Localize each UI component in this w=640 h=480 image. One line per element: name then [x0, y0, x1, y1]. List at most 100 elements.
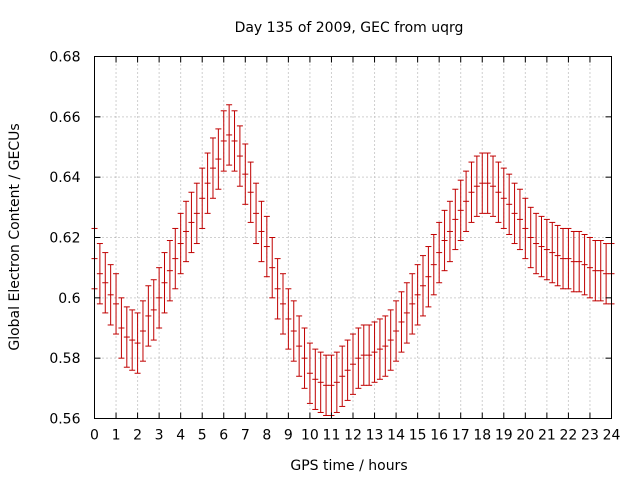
data-point	[420, 255, 427, 317]
x-tick-label: 19	[495, 428, 513, 444]
data-point	[129, 309, 136, 371]
data-point	[576, 230, 583, 293]
data-point	[560, 227, 567, 290]
y-axis: 0.56 0.58 0.6 0.62 0.64 0.66 0.68	[49, 50, 612, 428]
x-tick-label: 23	[581, 428, 599, 444]
x-tick-label: 12	[344, 428, 362, 444]
data-point	[490, 155, 497, 217]
data-point	[134, 312, 141, 374]
data-point	[366, 324, 373, 386]
y-tick-label: 0.6	[58, 291, 80, 307]
data-point	[506, 173, 513, 235]
x-tick-label: 16	[430, 428, 448, 444]
x-tick-label: 5	[198, 428, 207, 444]
data-point	[242, 143, 249, 205]
data-point	[581, 233, 588, 296]
data-point	[204, 152, 211, 214]
x-axis-label: GPS time / hours	[290, 458, 407, 474]
data-point	[263, 215, 270, 278]
data-point	[301, 327, 308, 389]
data-point	[279, 273, 286, 335]
data-point	[209, 137, 216, 199]
y-tick-label: 0.64	[49, 170, 80, 186]
data-point	[139, 300, 146, 362]
data-point	[123, 306, 130, 368]
data-point	[382, 315, 389, 377]
data-point	[118, 297, 125, 359]
x-tick-label: 2	[133, 428, 142, 444]
x-tick-label: 0	[90, 428, 99, 444]
y-tick-label: 0.66	[49, 110, 80, 126]
data-point	[247, 161, 254, 223]
data-point	[387, 309, 394, 371]
data-point	[96, 243, 103, 305]
data-point	[102, 252, 109, 314]
data-point	[393, 300, 400, 362]
x-tick-label: 21	[538, 428, 556, 444]
data-point	[441, 209, 448, 272]
data-point	[220, 110, 227, 172]
x-tick-label: 17	[452, 428, 470, 444]
data-point	[500, 167, 507, 229]
data-point	[236, 125, 243, 187]
x-tick-label: 13	[366, 428, 384, 444]
data-point	[516, 188, 523, 251]
data-point	[446, 200, 453, 263]
data-point	[258, 200, 265, 263]
data-point	[166, 240, 173, 302]
x-tick-label: 10	[301, 428, 319, 444]
x-tick-label: 18	[473, 428, 491, 444]
data-point	[473, 155, 480, 217]
data-point	[306, 342, 313, 404]
y-axis-label: Global Electron Content / GECUs	[7, 123, 23, 350]
data-point	[549, 221, 556, 284]
x-tick-label: 7	[241, 428, 250, 444]
data-point	[296, 315, 303, 377]
data-point	[253, 182, 260, 245]
data-point	[333, 351, 340, 413]
x-tick-label: 6	[219, 428, 228, 444]
data-point	[495, 161, 502, 223]
data-point	[425, 246, 432, 308]
x-tick-label: 22	[560, 428, 578, 444]
data-point	[463, 170, 470, 232]
data-point	[145, 285, 152, 347]
data-point	[317, 351, 324, 413]
data-point	[479, 152, 486, 214]
data-point	[371, 321, 378, 383]
data-point	[403, 282, 410, 344]
chart-title: Day 135 of 2009, GEC from uqrg	[235, 20, 464, 36]
data-point	[603, 243, 610, 305]
data-point	[183, 200, 190, 263]
data-point	[586, 237, 593, 299]
data-point	[113, 273, 120, 335]
data-point	[339, 345, 346, 407]
data-point	[323, 354, 330, 416]
data-point	[226, 104, 233, 166]
data-point	[274, 258, 281, 320]
data-point	[193, 182, 200, 245]
x-tick-label: 1	[112, 428, 121, 444]
data-point	[570, 230, 577, 293]
data-point	[430, 233, 437, 296]
data-point	[290, 300, 297, 362]
data-point	[376, 318, 383, 380]
y-tick-label: 0.56	[49, 412, 80, 428]
data-point	[150, 279, 157, 341]
data-point	[177, 212, 184, 275]
data-point	[355, 327, 362, 389]
data-point	[360, 324, 367, 386]
data-point	[522, 197, 529, 260]
x-tick-label: 3	[155, 428, 164, 444]
data-point	[468, 161, 475, 223]
data-point	[107, 264, 114, 326]
data-point	[312, 348, 319, 410]
y-tick-label: 0.68	[49, 50, 80, 66]
data-point	[398, 291, 405, 353]
data-point	[188, 191, 195, 254]
data-point	[597, 240, 604, 302]
data-point	[269, 237, 276, 299]
data-point	[215, 128, 222, 190]
data-point	[543, 218, 550, 281]
